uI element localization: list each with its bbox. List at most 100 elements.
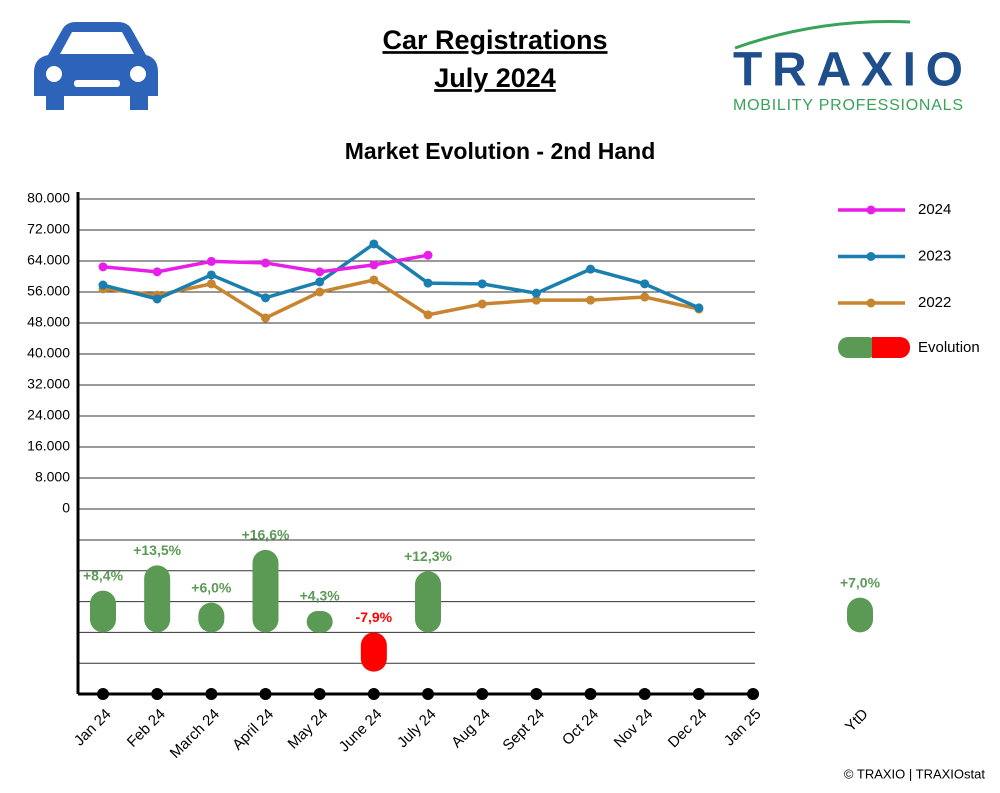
series-marker [423, 250, 433, 260]
evolution-bar [306, 611, 333, 633]
x-tick-label: Dec 24 [665, 706, 711, 752]
evolution-label: +12,3% [404, 548, 452, 564]
series-marker [531, 295, 541, 305]
series-marker [261, 258, 271, 268]
y-tick-label: 32.000 [27, 376, 70, 392]
car-icon [34, 22, 158, 110]
y-tick-label: 24.000 [27, 407, 70, 423]
y-tick-label: 64.000 [27, 252, 70, 268]
x-tick-label: Jan 25 [721, 706, 765, 750]
x-tick-label: Feb 24 [124, 706, 169, 751]
category-dot [367, 688, 380, 700]
y-tick-label: 72.000 [27, 221, 70, 237]
x-tick-label: Aug 24 [448, 706, 494, 752]
series-line [102, 241, 700, 310]
series-marker [369, 260, 379, 270]
series-marker [206, 270, 216, 280]
series-marker [586, 295, 596, 305]
category-dot [638, 688, 651, 700]
series-marker [206, 279, 216, 289]
x-tick-label: May 24 [285, 706, 332, 753]
category-dot [692, 688, 705, 700]
category-dot [476, 688, 489, 700]
category-dot [97, 688, 109, 700]
logo-swoosh [734, 20, 911, 50]
subtitle: July 2024 [434, 63, 556, 93]
x-tick-label: April 24 [229, 706, 277, 754]
series-marker [531, 288, 541, 298]
x-tick-label: June 24 [336, 706, 386, 756]
legend-marker [866, 252, 876, 261]
series-marker [315, 287, 325, 297]
evolution-label: +7,0% [840, 574, 881, 590]
evolution-bar [360, 632, 387, 672]
x-tick-label: Nov 24 [611, 706, 657, 752]
legend-swatch [838, 337, 878, 358]
y-tick-label: 0 [62, 500, 70, 516]
x-tick-label: Jan 24 [71, 706, 115, 750]
series-marker [586, 264, 596, 274]
legend-label: 2022 [918, 294, 951, 311]
category-dot [422, 688, 435, 700]
series-marker [423, 278, 433, 288]
y-tick-label: 40.000 [27, 345, 70, 361]
title: Car Registrations [382, 25, 607, 55]
series-marker [640, 279, 650, 289]
legend-label: Evolution [918, 339, 980, 356]
y-tick-label: 8.000 [35, 469, 70, 485]
series-marker [98, 262, 108, 272]
category-dot [151, 688, 164, 700]
evolution-bar [847, 597, 873, 633]
series-marker [369, 239, 379, 249]
series-marker [423, 310, 433, 320]
evolution-label: +6,0% [191, 579, 232, 595]
evolution-label: +13,5% [133, 542, 181, 558]
series-marker [477, 279, 487, 289]
series-marker [152, 294, 162, 304]
x-tick-label: Sept 24 [499, 706, 548, 755]
legend-swatch [872, 337, 882, 358]
evolution-bar [252, 549, 279, 633]
series-marker [261, 293, 271, 303]
evolution-bar [198, 602, 225, 633]
evolution-bar [90, 590, 116, 633]
x-tick-label: YtD [842, 706, 872, 736]
evolution-bar [144, 565, 171, 633]
x-tick-label: July 24 [394, 706, 440, 752]
series-marker [694, 303, 704, 313]
series-marker [315, 267, 325, 277]
series-line [102, 278, 700, 320]
legend-marker [866, 205, 876, 215]
category-dot [584, 688, 597, 700]
series-marker [640, 292, 650, 302]
series-marker [315, 277, 325, 287]
legend-label: 2024 [918, 201, 951, 218]
y-tick-label: 16.000 [27, 438, 70, 454]
category-dot [747, 688, 760, 700]
y-tick-label: 80.000 [27, 190, 70, 206]
logo-tagline: MOBILITY PROFESSIONALS [733, 97, 963, 114]
evolution-label: -7,9% [356, 609, 393, 625]
logo-name: TRAXIO [733, 44, 963, 97]
x-tick-label: March 24 [167, 706, 223, 762]
series-marker [261, 313, 271, 323]
series-marker [206, 256, 216, 266]
category-dot [313, 688, 326, 700]
evolution-label: +4,3% [300, 588, 341, 604]
category-dot [205, 688, 218, 700]
chart-title: Market Evolution - 2nd Hand [345, 138, 656, 164]
footer: © TRAXIO | TRAXIOstat [844, 766, 985, 781]
y-tick-label: 56.000 [27, 283, 70, 299]
evolution-label: +16,6% [242, 527, 290, 543]
legend-label: 2023 [918, 247, 951, 264]
series-marker [477, 299, 487, 309]
y-tick-label: 48.000 [27, 314, 70, 330]
category-dot [530, 688, 543, 700]
series-marker [98, 280, 108, 290]
evolution-label: +8,4% [83, 567, 124, 583]
x-tick-label: Oct 24 [559, 706, 602, 749]
series-marker [152, 267, 162, 277]
legend-marker [866, 298, 876, 308]
evolution-bar [415, 571, 442, 633]
